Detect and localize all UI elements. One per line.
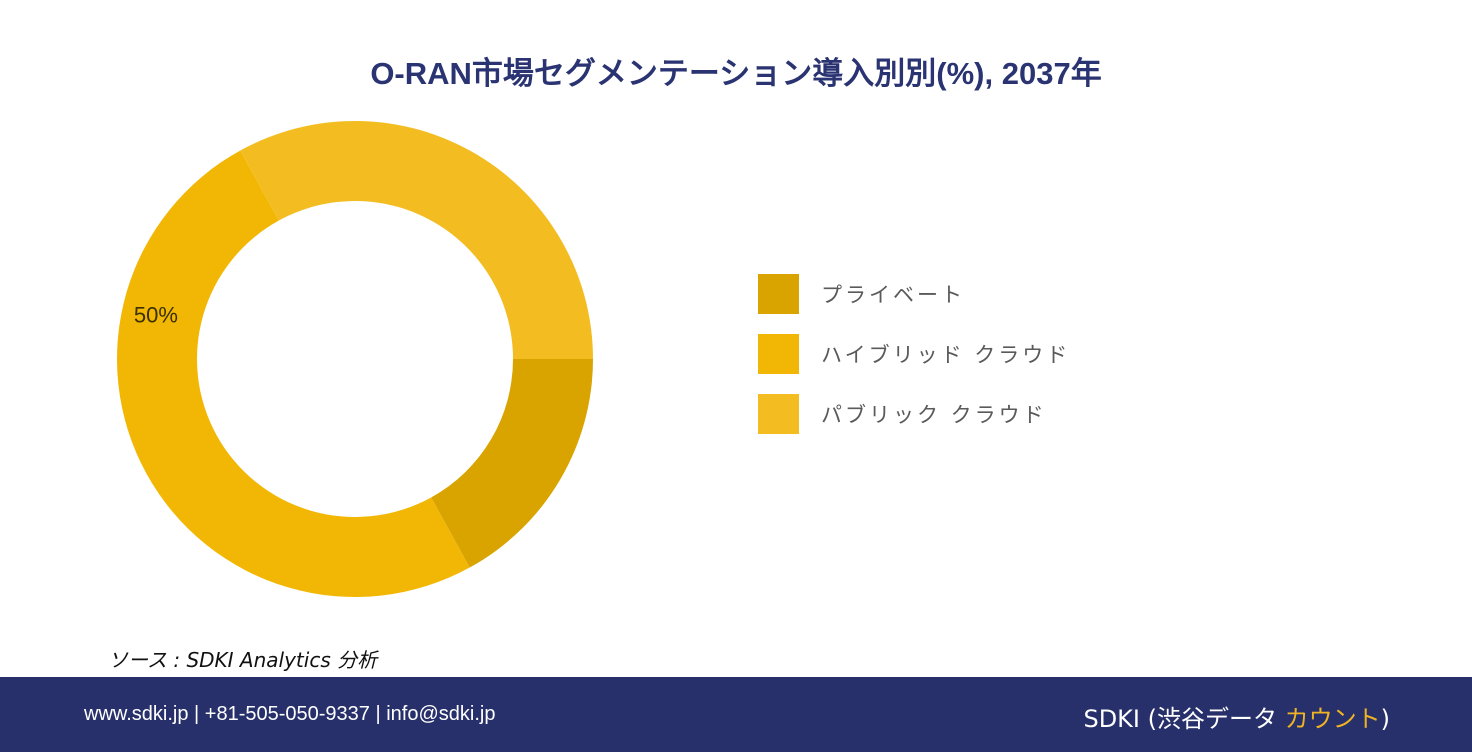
legend: プライベート ハイブリッド クラウド パブリック クラウド: [758, 274, 1070, 454]
slice-private[interactable]: [431, 359, 593, 568]
data-label-hybrid-cloud: 50%: [134, 302, 178, 327]
brand-accent: カウント: [1284, 705, 1381, 733]
donut-chart: 50%: [117, 121, 593, 597]
legend-swatch-private: [758, 274, 799, 314]
legend-swatch-public-cloud: [758, 394, 799, 434]
footer-brand: SDKI (渋谷データ カウント): [1083, 699, 1390, 734]
source-note: ソース : SDKI Analytics 分析: [108, 648, 378, 672]
donut-labels: 50%: [134, 302, 178, 327]
footer-bar: www.sdki.jp | +81-505-050-9337 | info@sd…: [0, 677, 1472, 752]
slice-public-cloud[interactable]: [240, 121, 593, 359]
legend-label-public-cloud: パブリック クラウド: [821, 403, 1047, 427]
footer-contact[interactable]: www.sdki.jp | +81-505-050-9337 | info@sd…: [84, 703, 496, 725]
slice-hybrid-cloud[interactable]: [117, 150, 470, 597]
legend-item-public-cloud[interactable]: パブリック クラウド: [758, 394, 1070, 434]
brand-prefix: SDKI (渋谷データ: [1083, 705, 1285, 733]
chart-title: O-RAN市場セグメンテーション導入別別(%), 2037年: [370, 56, 1102, 91]
legend-label-hybrid-cloud: ハイブリッド クラウド: [821, 343, 1071, 367]
legend-label-private: プライベート: [821, 283, 965, 307]
legend-item-private[interactable]: プライベート: [758, 274, 1070, 314]
donut-slices: [117, 121, 593, 597]
legend-item-hybrid-cloud[interactable]: ハイブリッド クラウド: [758, 334, 1070, 374]
brand-suffix: ): [1380, 705, 1390, 733]
legend-swatch-hybrid-cloud: [758, 334, 799, 374]
